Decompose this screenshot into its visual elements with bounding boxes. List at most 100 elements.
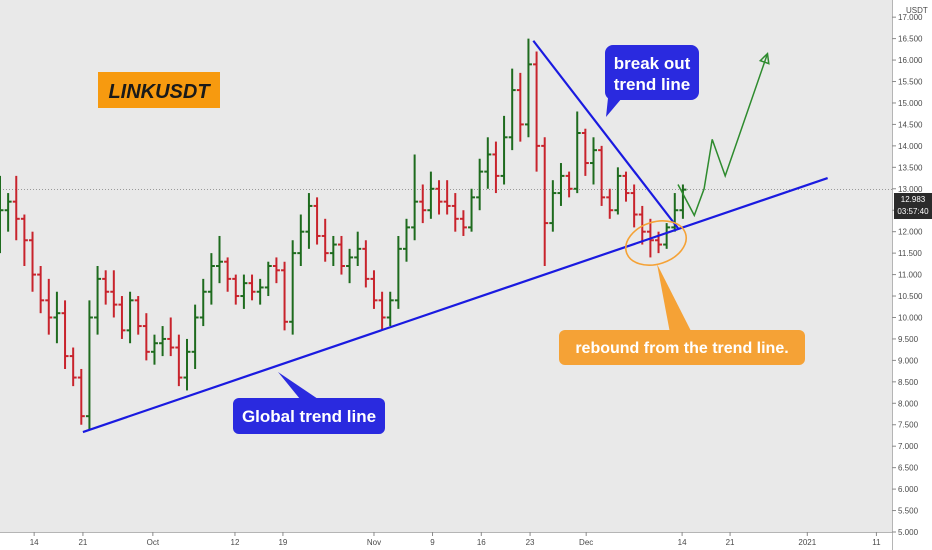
x-tick-label: 12 — [231, 538, 240, 547]
ohlc-bars — [0, 38, 687, 430]
ohlc-bar — [118, 296, 126, 339]
price-tag-bg — [894, 193, 932, 219]
breakout-callout-bg — [605, 45, 699, 100]
ohlc-bar — [663, 223, 671, 249]
breakout-callout-pointer — [606, 98, 622, 117]
y-tick-label: 16.000 — [898, 56, 923, 65]
ohlc-bar — [394, 235, 402, 309]
global-trend-callout[interactable]: Global trend line — [233, 372, 385, 434]
y-tick-label: 10.500 — [898, 292, 923, 301]
ohlc-bar — [224, 257, 232, 292]
ohlc-bar — [378, 291, 386, 331]
rebound-ellipse[interactable] — [620, 213, 692, 272]
ohlc-bar — [191, 304, 199, 369]
breakout-trend-line[interactable] — [532, 40, 679, 229]
y-tick-label: 11.500 — [898, 249, 922, 258]
ohlc-bar — [508, 68, 516, 151]
ohlc-bar — [4, 193, 12, 232]
breakout-callout[interactable]: break out trend line — [605, 45, 699, 117]
ohlc-bar — [492, 141, 500, 194]
ohlc-bar — [516, 72, 524, 142]
ohlc-bar — [297, 214, 305, 266]
y-tick-label: 14.500 — [898, 120, 923, 129]
rebound-callout[interactable]: rebound from the trend line. — [559, 264, 805, 365]
ohlc-bar — [589, 137, 597, 185]
ohlc-bar — [362, 240, 370, 288]
ohlc-bar — [29, 231, 37, 292]
ohlc-bar — [581, 128, 589, 176]
ohlc-bar — [248, 274, 256, 301]
title-badge[interactable]: LINKUSDT — [98, 72, 220, 108]
ohlc-bar — [142, 313, 150, 361]
x-tick-label: 21 — [726, 538, 735, 547]
y-tick-label: 7.500 — [898, 421, 919, 430]
ohlc-bar — [175, 334, 183, 387]
ohlc-bar — [126, 291, 134, 344]
ohlc-bar — [370, 270, 378, 309]
projection-arrowhead — [758, 52, 770, 65]
ohlc-bar — [435, 180, 443, 215]
y-tick-label: 7.000 — [898, 442, 919, 451]
price-axis-panel[interactable] — [892, 0, 932, 532]
ohlc-bar — [630, 184, 638, 228]
ohlc-bar — [459, 210, 467, 236]
ohlc-bar — [102, 270, 110, 305]
ohlc-bar — [110, 270, 118, 318]
ohlc-bar — [94, 266, 102, 335]
y-tick-label: 14.000 — [898, 142, 923, 151]
y-tick-label: 15.000 — [898, 99, 923, 108]
current-price-label: 12.983 — [901, 195, 926, 204]
y-tick-label: 8.000 — [898, 399, 919, 408]
ohlc-bar — [256, 278, 264, 305]
ohlc-bar — [134, 296, 142, 335]
projection-path[interactable] — [677, 53, 769, 218]
x-tick-label: 23 — [526, 538, 535, 547]
y-tick-label: 10.000 — [898, 313, 923, 322]
y-tick-label: 5.500 — [898, 507, 919, 516]
x-tick-label: 21 — [78, 538, 87, 547]
y-tick-label: 6.000 — [898, 485, 919, 494]
ohlc-bar — [484, 137, 492, 189]
ohlc-bar — [468, 188, 476, 232]
x-tick-label: 11 — [872, 538, 881, 547]
x-tick-label: Nov — [367, 538, 381, 547]
global-trend-line[interactable] — [82, 177, 828, 434]
global-callout-bg — [233, 398, 385, 434]
ohlc-bar — [329, 235, 337, 266]
time-axis-ticks: 14 21 Oct 12 19 Nov 9 16 23 Dec 14 21 2021 11 — [30, 532, 881, 547]
ohlc-bar — [606, 188, 614, 219]
ohlc-bar — [337, 235, 345, 275]
y-tick-label: 13.500 — [898, 163, 923, 172]
ohlc-bar — [565, 171, 573, 198]
ohlc-bar — [150, 334, 158, 365]
time-axis-panel[interactable] — [0, 532, 932, 550]
rebound-callout-pointer — [657, 264, 692, 333]
global-callout-pointer — [278, 372, 318, 399]
x-tick-label: Dec — [579, 538, 593, 547]
current-price-tag[interactable]: 12.983 03:57:40 — [894, 193, 932, 219]
ohlc-bar — [411, 154, 419, 241]
y-tick-label: 15.500 — [898, 78, 923, 87]
ohlc-bar — [53, 291, 61, 344]
title-badge-bg — [98, 72, 220, 108]
ohlc-bar — [500, 115, 508, 185]
price-axis-ticks: 5.000 5.500 6.000 6.500 7.000 7.500 8.000 8.500… — [892, 13, 923, 537]
y-tick-label: 13.000 — [898, 185, 923, 194]
ohlc-bar — [240, 274, 248, 309]
ohlc-bar — [427, 171, 435, 219]
ohlc-bar — [69, 347, 77, 387]
ohlc-bar — [557, 163, 565, 206]
ohlc-bar — [199, 278, 207, 327]
ohlc-bar — [77, 368, 85, 425]
ohlc-bar — [549, 180, 557, 232]
countdown-label: 03:57:40 — [897, 207, 929, 216]
ohlc-bar — [61, 300, 69, 369]
ohlc-bar — [264, 261, 272, 297]
y-tick-label: 17.000 — [898, 13, 923, 22]
ohlc-bar — [305, 193, 313, 249]
ohlc-bar — [354, 231, 362, 266]
ohlc-bar — [20, 214, 28, 266]
ohlc-bar — [281, 261, 289, 331]
